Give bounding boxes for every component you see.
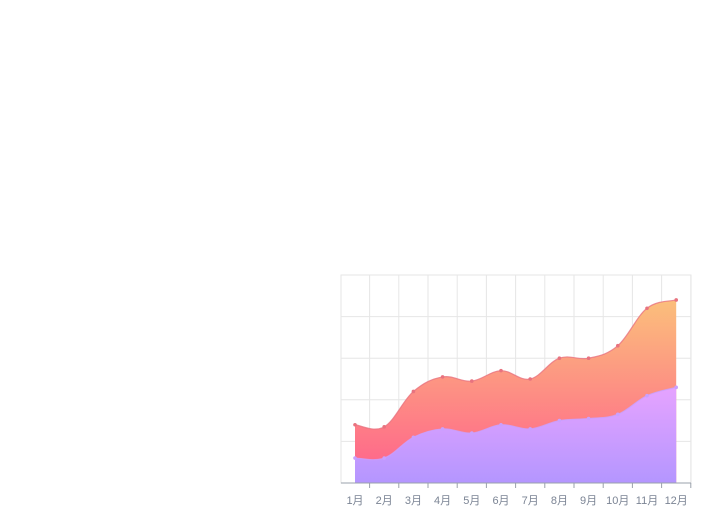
- data-point-upper-6: [499, 368, 503, 373]
- data-point-lower-1: [353, 456, 357, 460]
- data-point-upper-8: [557, 356, 562, 361]
- data-point-lower-6: [499, 422, 503, 427]
- x-tick-label: 8月: [551, 495, 568, 507]
- data-point-upper-11: [645, 306, 649, 311]
- data-point-upper-1: [353, 422, 357, 427]
- data-point-upper-2: [382, 425, 387, 429]
- x-tick-label: 1月: [346, 495, 363, 507]
- x-tick-label: 5月: [463, 495, 480, 507]
- data-point-upper-9: [586, 356, 591, 361]
- data-point-lower-2: [382, 456, 387, 460]
- data-point-lower-10: [616, 412, 620, 417]
- x-tick-label: 6月: [492, 495, 509, 507]
- data-point-lower-9: [586, 416, 591, 421]
- x-tick-label: 7月: [522, 495, 539, 507]
- data-point-upper-10: [616, 343, 620, 348]
- data-point-upper-3: [411, 389, 416, 394]
- data-point-upper-7: [528, 377, 532, 381]
- data-point-upper-4: [440, 375, 445, 379]
- data-point-lower-7: [528, 427, 532, 431]
- data-points: [353, 298, 678, 460]
- x-tick-label: 9月: [580, 495, 597, 507]
- x-tick-label: 3月: [405, 495, 422, 507]
- data-point-lower-12: [674, 385, 678, 390]
- data-point-lower-4: [440, 427, 445, 431]
- series-line-upper: [354, 299, 677, 430]
- x-tick-label: 2月: [376, 495, 393, 507]
- x-tick-label: 11月: [636, 495, 658, 507]
- series-line-lower: [354, 386, 677, 461]
- data-point-lower-11: [645, 393, 649, 398]
- data-point-upper-12: [674, 298, 678, 302]
- data-point-lower-3: [411, 435, 416, 440]
- x-tick-label: 4月: [434, 495, 451, 507]
- x-axis: 1月 2月 3月 4月 5月 6月 7月 8月 9月 10月 11月 12月: [341, 482, 692, 507]
- data-point-lower-8: [557, 418, 562, 423]
- series-area-lower: [355, 387, 677, 483]
- series-areas: [354, 299, 677, 483]
- x-tick-label: 10月: [606, 495, 629, 507]
- x-tick-label: 12月: [665, 495, 688, 507]
- data-point-lower-5: [470, 431, 474, 435]
- data-point-upper-5: [470, 379, 474, 383]
